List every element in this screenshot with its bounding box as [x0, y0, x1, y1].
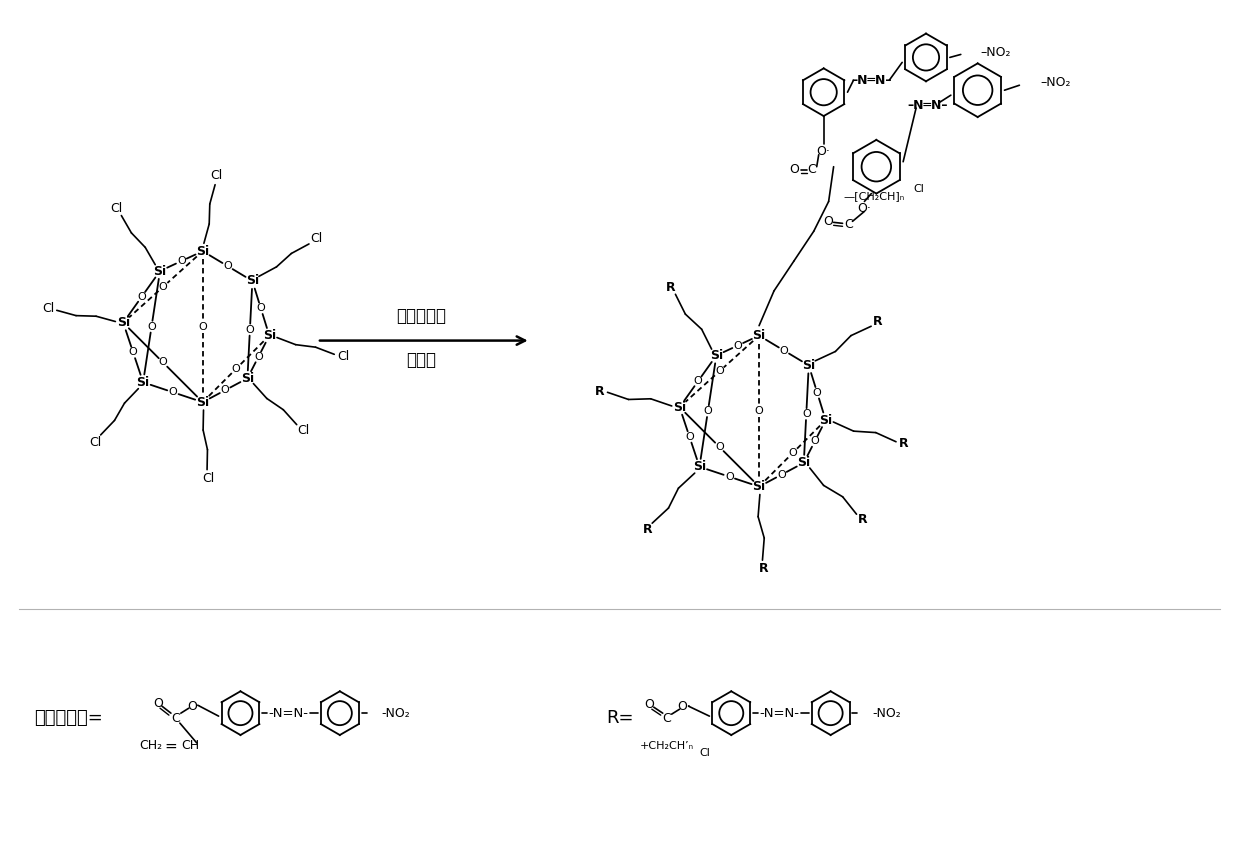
Text: 偍氮苯单体=: 偍氮苯单体=: [35, 709, 103, 727]
Text: Si: Si: [240, 372, 254, 385]
Text: O: O: [221, 385, 229, 396]
Text: Cl: Cl: [699, 748, 710, 758]
Text: 催化剂: 催化剂: [406, 352, 436, 370]
Text: C: C: [663, 711, 672, 725]
Text: O: O: [733, 341, 742, 351]
Text: O: O: [802, 409, 810, 419]
Text: O: O: [755, 406, 763, 416]
Text: O: O: [789, 163, 799, 176]
Text: R: R: [857, 513, 867, 526]
Text: Si: Si: [752, 480, 766, 493]
Text: R: R: [643, 523, 652, 536]
Text: O: O: [147, 322, 156, 332]
Text: —[CH₂CH]ₙ: —[CH₂CH]ₙ: [844, 191, 904, 202]
Text: O: O: [685, 432, 694, 442]
Text: R: R: [595, 384, 605, 397]
Text: Cl: Cl: [202, 472, 214, 485]
Text: Si: Si: [154, 264, 166, 277]
Text: O: O: [644, 698, 654, 710]
Text: O: O: [129, 347, 138, 358]
Text: =: =: [165, 739, 177, 753]
Text: Si: Si: [710, 349, 722, 362]
Text: O: O: [694, 377, 703, 386]
Text: Si: Si: [116, 317, 130, 329]
Text: O: O: [169, 387, 177, 397]
Text: C: C: [808, 163, 817, 176]
Text: O: O: [256, 303, 265, 313]
Text: CH: CH: [182, 740, 199, 752]
Text: O·: O·: [817, 145, 830, 159]
Text: O: O: [232, 364, 240, 374]
Text: –NO₂: –NO₂: [980, 46, 1011, 59]
Text: Si: Si: [245, 275, 259, 287]
Text: +CH₂CH’ₙ: +CH₂CH’ₙ: [639, 741, 694, 751]
Text: -N=N-: -N=N-: [268, 707, 309, 720]
Text: O: O: [254, 352, 263, 362]
Text: O: O: [198, 322, 207, 332]
Text: Cl: Cl: [42, 303, 55, 316]
Text: Si: Si: [819, 414, 833, 426]
Text: O: O: [813, 388, 821, 398]
Text: O·: O·: [678, 699, 691, 713]
Text: –N═N–: –N═N–: [851, 74, 892, 87]
Text: O: O: [779, 346, 788, 355]
Text: O·: O·: [857, 202, 871, 215]
Text: -NO₂: -NO₂: [872, 707, 901, 720]
Text: Si: Si: [196, 245, 209, 257]
Text: O: O: [788, 449, 797, 458]
Text: O: O: [223, 261, 232, 271]
Text: Cl: Cl: [110, 202, 123, 214]
Text: R: R: [872, 315, 882, 328]
Text: R: R: [758, 562, 768, 575]
Text: O: O: [245, 324, 254, 335]
Text: –N═N–: –N═N–: [908, 99, 948, 112]
Text: Si: Si: [802, 359, 815, 372]
Text: O: O: [154, 697, 164, 710]
Text: C: C: [171, 711, 180, 725]
Text: -N=N-: -N=N-: [760, 707, 799, 720]
Text: Cl: Cl: [211, 169, 223, 183]
Text: O: O: [704, 406, 712, 416]
Text: R: R: [900, 438, 908, 450]
Text: O·: O·: [187, 699, 201, 713]
Text: CH₂: CH₂: [140, 740, 162, 752]
Text: R: R: [665, 281, 675, 294]
Text: Cl: Cl: [337, 350, 349, 363]
Text: O: O: [824, 214, 834, 228]
Text: –NO₂: –NO₂: [1041, 76, 1070, 88]
Text: O: O: [138, 292, 146, 302]
Text: O: O: [159, 358, 167, 367]
Text: Si: Si: [263, 329, 276, 342]
Text: Si: Si: [673, 401, 686, 414]
Text: Si: Si: [797, 456, 810, 469]
Text: Si: Si: [136, 376, 150, 389]
Text: O: O: [177, 256, 186, 266]
Text: O: O: [159, 282, 167, 292]
Text: Si: Si: [752, 329, 766, 342]
Text: Cl: Cl: [310, 233, 322, 245]
Text: Cl: Cl: [297, 424, 310, 437]
Text: Si: Si: [196, 396, 209, 408]
Text: -NO₂: -NO₂: [382, 707, 410, 720]
Text: O: O: [715, 442, 724, 452]
Text: 偍氮苯单体: 偍氮苯单体: [396, 307, 446, 324]
Text: Cl: Cl: [89, 436, 102, 449]
Text: Si: Si: [693, 460, 706, 474]
Text: Cl: Cl: [913, 184, 924, 194]
Text: O: O: [715, 366, 724, 377]
Text: C: C: [844, 218, 852, 231]
Text: O: O: [777, 469, 786, 480]
Text: O: O: [810, 437, 819, 446]
Text: R=: R=: [606, 709, 633, 727]
Text: O: O: [725, 472, 733, 481]
